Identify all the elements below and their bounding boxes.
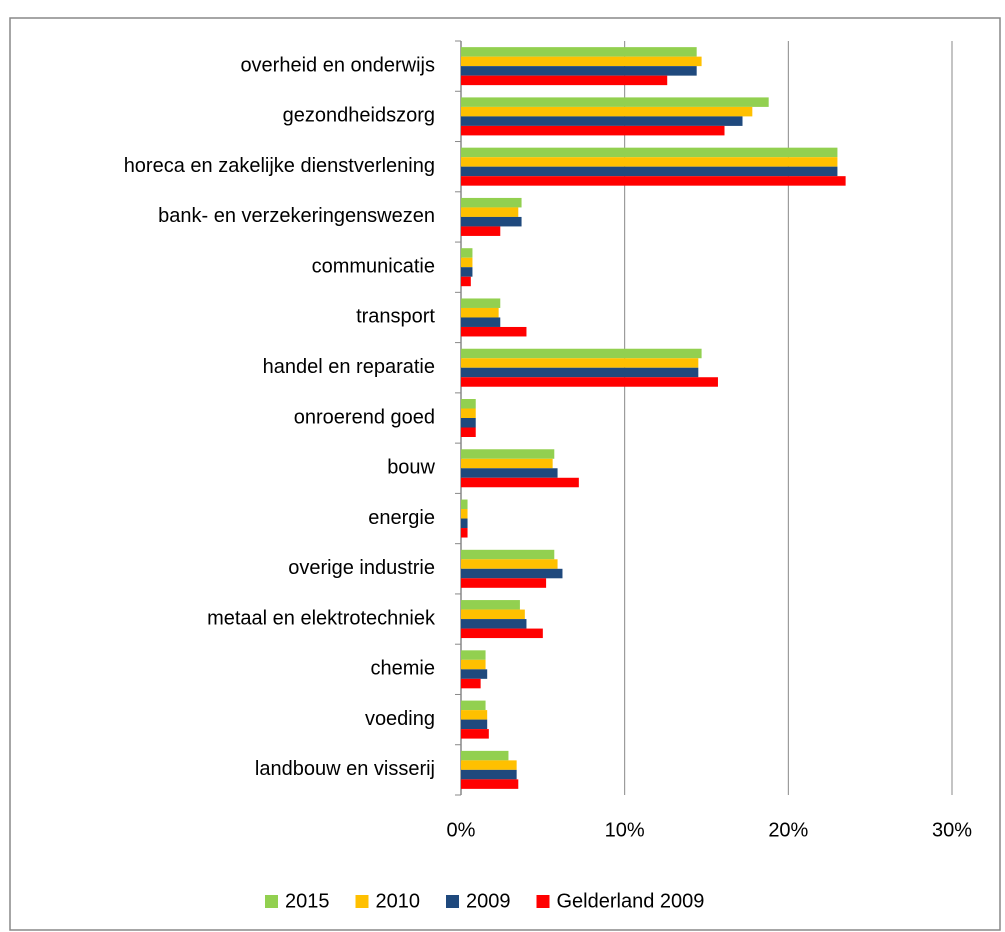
bar [461,568,563,579]
legend-swatch [446,895,459,908]
bar [461,600,520,610]
bar [461,47,697,57]
legend-label: Gelderland 2009 [557,890,705,912]
bar [461,326,527,337]
y-tick-label: metaal en elektrotechniek [207,607,436,629]
bar [461,760,517,770]
y-tick-label: overheid en onderwijs [240,54,435,76]
bar [461,216,522,227]
bar [461,700,486,711]
y-tick-label: chemie [371,658,435,680]
bar [461,499,468,510]
bar [461,729,489,739]
y-tick-label: voeding [365,708,435,730]
y-tick-label: landbouw en visserij [255,758,435,780]
bar [461,678,481,689]
bar [461,307,499,318]
y-tick-label: bouw [387,457,435,479]
y-tick-label: communicatie [312,255,435,277]
bar [461,106,753,117]
bar [461,518,468,529]
bar [461,157,838,167]
bar [461,769,517,780]
bar [461,197,522,208]
bar [461,75,668,86]
bar [461,418,476,428]
bar [461,528,468,538]
bar [461,267,473,277]
bar [461,367,699,378]
legend-swatch [355,895,369,908]
bar [461,710,488,720]
bar [461,650,486,660]
x-tick-label: 0% [447,819,476,841]
bar [461,477,579,488]
bar [461,317,501,327]
y-tick-label: horeca en zakelijke dienstverlening [124,155,435,177]
bar [461,578,547,588]
bar [461,427,476,437]
bar [461,66,697,76]
bar [461,458,553,469]
bar [461,166,838,177]
bar [461,348,702,359]
bar [461,669,488,679]
bar [461,549,555,560]
bar [461,750,509,761]
legend-label: 2015 [285,890,330,912]
bar [461,509,468,519]
bar [461,125,725,136]
bar [461,97,769,107]
bar [461,377,718,387]
bar [461,176,846,186]
bar [461,358,699,368]
y-tick-label: transport [356,306,435,328]
bar [461,619,527,629]
bar [461,276,471,287]
x-tick-label: 30% [932,819,972,841]
legend-label: 2009 [466,890,511,912]
x-tick-label: 20% [768,819,808,841]
bar [461,248,473,258]
legend-swatch [536,895,550,908]
y-tick-label: energie [368,507,435,529]
bar [461,207,519,217]
bar [461,116,743,126]
y-tick-label: handel en reparatie [263,356,435,378]
bar [461,468,558,478]
bar [461,719,488,730]
bar [461,399,476,409]
legend-label: 2010 [376,890,421,912]
bar [461,408,476,418]
y-tick-label: overige industrie [288,557,435,579]
legend-swatch [265,895,278,908]
bar [461,559,558,569]
bar [461,147,838,158]
bar [461,449,555,459]
bar [461,56,702,67]
y-tick-label: bank- en verzekeringenswezen [158,205,435,227]
y-tick-label: onroerend goed [294,406,435,428]
bar [461,257,473,268]
x-tick-label: 10% [605,819,645,841]
bar [461,779,519,789]
y-tick-label: gezondheidszorg [283,105,435,127]
bar [461,298,501,308]
bar [461,609,525,620]
bar [461,659,486,670]
bar [461,628,543,639]
bar [461,226,501,236]
